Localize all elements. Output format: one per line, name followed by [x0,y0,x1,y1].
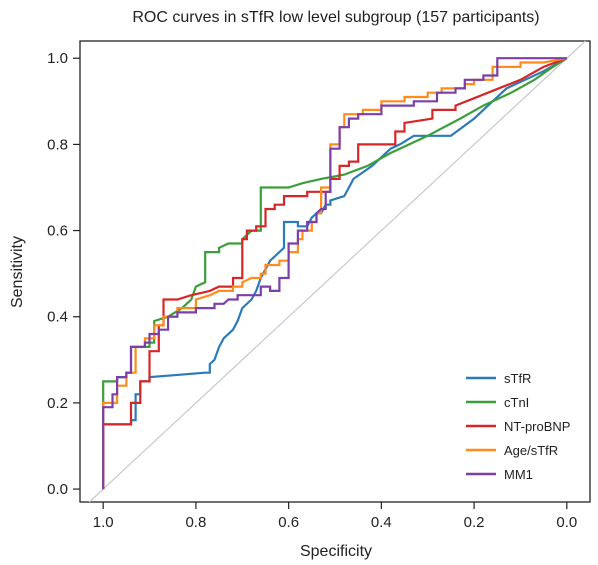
reference-diagonal [88,40,586,503]
y-tick-label: 0.0 [47,481,68,498]
x-tick-label: 0.2 [464,514,485,531]
y-tick-label: 1.0 [47,50,68,67]
x-tick-label: 0.8 [185,514,206,531]
legend-label: cTnI [504,395,529,410]
legend-label: Age/sTfR [504,443,558,458]
x-axis-label: Specificity [300,543,372,560]
legend-label: MM1 [504,467,533,482]
plot-area: 1.0 0.8 0.6 0.4 0.2 0.0 0.0 0.2 0.4 0.6 0.8 1.0 [47,40,591,531]
series-line-mm1 [102,57,567,490]
x-tick-label: 0.0 [556,514,577,531]
x-tick-label: 0.6 [278,514,299,531]
legend: sTfR cTnI NT-proBNP Age/sTfR MM1 [466,371,570,482]
y-tick-label: 0.6 [47,223,68,240]
y-tick-label: 0.2 [47,395,68,412]
y-tick-label: 0.4 [47,309,68,326]
y-axis-label: Sensitivity [9,236,26,308]
x-tick-label: 0.4 [371,514,392,531]
legend-label: NT-proBNP [504,419,570,434]
y-tick-label: 0.8 [47,136,68,153]
legend-label: sTfR [504,371,531,386]
chart-title: ROC curves in sTfR low level subgroup (1… [132,9,539,26]
x-tick-label: 1.0 [93,514,114,531]
plot-frame [79,40,591,503]
